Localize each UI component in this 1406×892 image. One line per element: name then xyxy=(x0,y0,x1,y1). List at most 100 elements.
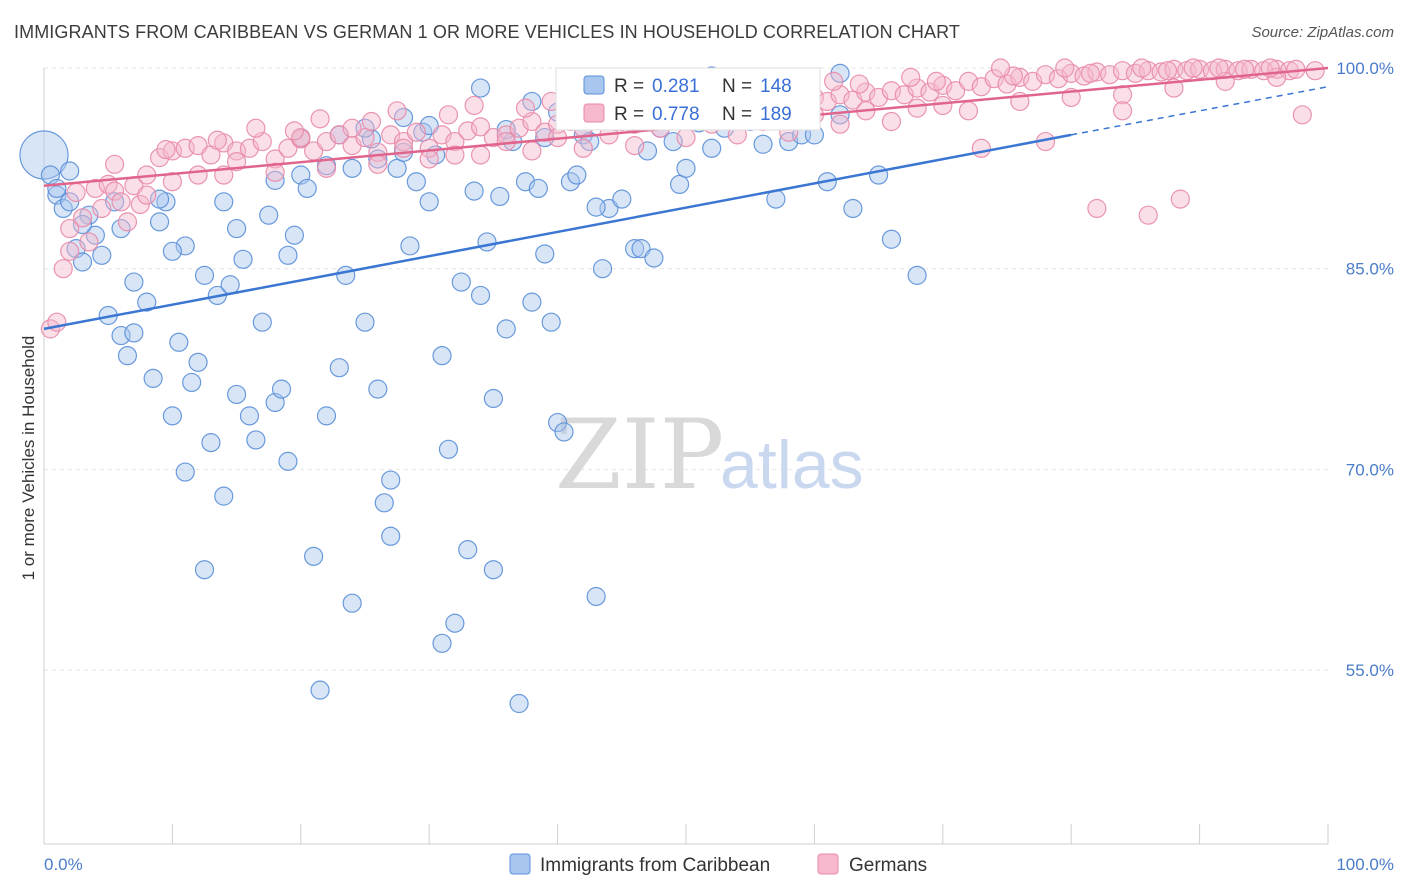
caribbean-point xyxy=(194,265,215,285)
germans-point xyxy=(342,118,362,138)
caribbean-point xyxy=(342,158,362,178)
caribbean-point xyxy=(381,470,401,490)
caribbean-point xyxy=(381,526,401,546)
legend-swatch-caribbean xyxy=(583,75,605,95)
legend-r-value-1: 0.281 xyxy=(652,76,700,97)
germans-point xyxy=(1100,65,1120,85)
germans-point xyxy=(445,145,465,165)
germans-point xyxy=(387,101,407,121)
germans-point xyxy=(573,138,593,158)
caribbean-point xyxy=(214,486,234,506)
caribbean-point xyxy=(19,130,69,180)
germans-point xyxy=(393,131,414,152)
germans-point xyxy=(53,259,73,279)
caribbean-point xyxy=(612,189,632,209)
germans-point xyxy=(316,158,337,178)
germans-point xyxy=(1170,189,1190,209)
caribbean-point xyxy=(124,272,144,292)
caribbean-point xyxy=(547,412,568,433)
caribbean-point xyxy=(162,406,182,426)
caribbean-point xyxy=(477,232,497,252)
chart-source: Source: ZipAtlas.com xyxy=(1251,24,1394,41)
caribbean-point xyxy=(368,379,388,399)
caribbean-point xyxy=(124,323,144,343)
caribbean-point xyxy=(483,388,503,409)
stats-legend: R = 0.281 N = 148 R = 0.778 N = 189 xyxy=(555,67,821,131)
caribbean-point xyxy=(451,272,471,292)
germans-point xyxy=(958,71,979,91)
caribbean-point xyxy=(438,439,459,459)
legend-r-label-2: R = xyxy=(614,104,644,125)
germans-point xyxy=(881,111,902,132)
y-tick-labels: 100.0% 85.0% 70.0% 55.0% xyxy=(1336,59,1394,680)
caribbean-point xyxy=(753,134,773,154)
germans-point xyxy=(907,98,927,118)
caribbean-point xyxy=(483,560,503,580)
caribbean-point xyxy=(297,178,317,199)
germans-point xyxy=(470,117,491,137)
caribbean-point xyxy=(182,372,202,393)
caribbean-point xyxy=(592,259,613,279)
caribbean-point xyxy=(586,586,606,607)
chart-title: IMMIGRANTS FROM CARIBBEAN VS GERMAN 1 OR… xyxy=(14,22,960,42)
caribbean-point xyxy=(535,244,555,264)
x-tick-label-max: 100.0% xyxy=(1336,855,1394,874)
caribbean-point xyxy=(541,312,561,332)
germans-point xyxy=(1080,63,1101,83)
germans-point xyxy=(207,130,227,150)
caribbean-point xyxy=(432,346,452,366)
y-tick-label: 70.0% xyxy=(1346,460,1394,479)
germans-point xyxy=(368,154,388,174)
caribbean-point xyxy=(907,265,927,285)
caribbean-point xyxy=(194,560,215,580)
y-tick-label: 85.0% xyxy=(1346,260,1394,279)
germans-point xyxy=(470,145,491,165)
germans-point xyxy=(105,154,125,174)
trend-line-caribbean-extension xyxy=(1071,85,1329,136)
germans-point xyxy=(111,192,131,212)
caribbean-point xyxy=(60,192,80,212)
caribbean-point xyxy=(188,352,208,372)
caribbean-point xyxy=(406,172,426,192)
germans-point xyxy=(188,136,208,156)
germans-point xyxy=(60,241,80,261)
caribbean-point xyxy=(239,406,260,426)
caribbean-point xyxy=(227,218,247,239)
watermark-zip: ZIP xyxy=(555,399,724,511)
caribbean-point xyxy=(336,265,356,285)
germans-point xyxy=(137,185,157,205)
legend-n-label-1: N = xyxy=(722,76,752,97)
germans-point xyxy=(933,95,953,116)
germans-point xyxy=(85,178,105,199)
caribbean-point xyxy=(355,312,375,332)
caribbean-point xyxy=(554,422,574,442)
caribbean-point xyxy=(445,613,465,633)
germans-point xyxy=(881,81,902,101)
caribbean-point xyxy=(72,252,93,272)
legend-r-label-1: R = xyxy=(614,76,644,97)
germans-point xyxy=(824,71,844,91)
caribbean-point xyxy=(60,161,80,181)
germans-point xyxy=(130,194,150,215)
caribbean-point xyxy=(881,229,902,249)
legend-r-value-2: 0.778 xyxy=(652,104,700,125)
germans-point xyxy=(284,121,304,141)
germans-point xyxy=(1132,58,1152,78)
caribbean-point xyxy=(278,245,298,265)
caribbean-point xyxy=(528,178,548,199)
caribbean-point xyxy=(644,248,664,268)
caribbean-point xyxy=(464,181,484,201)
caribbean-point xyxy=(246,430,266,450)
germans-point xyxy=(676,127,696,148)
y-tick-label: 55.0% xyxy=(1346,661,1394,680)
caribbean-point xyxy=(278,451,298,471)
caribbean-point xyxy=(637,141,658,161)
caribbean-point xyxy=(625,239,645,259)
caribbean-point xyxy=(169,332,189,352)
caribbean-point xyxy=(586,197,606,217)
caribbean-point xyxy=(137,292,157,312)
series-germans-points xyxy=(40,58,1325,339)
germans-point xyxy=(1183,58,1203,78)
germans-point xyxy=(1157,61,1178,81)
germans-point xyxy=(1138,205,1158,225)
